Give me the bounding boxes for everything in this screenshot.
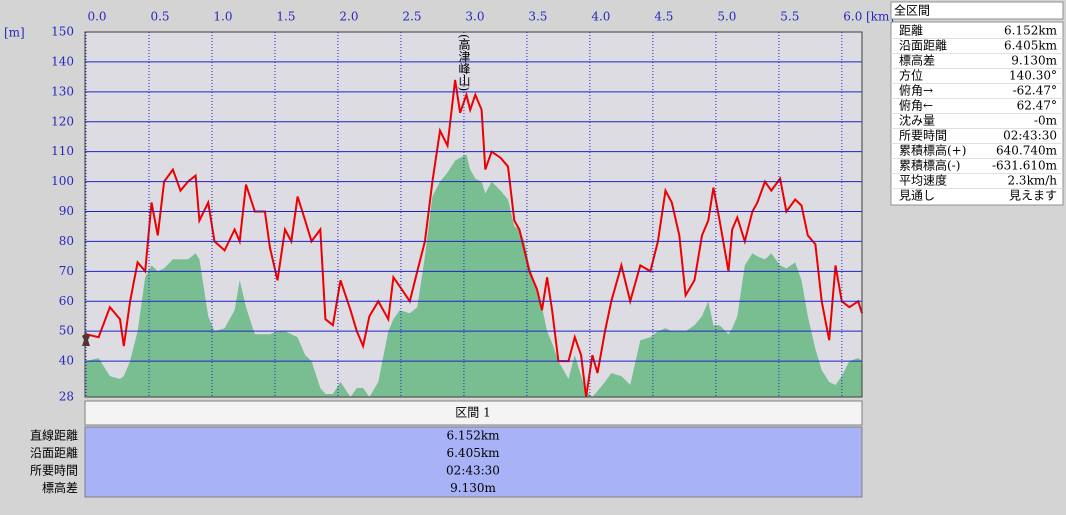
panel-row-value: 見えます	[1009, 189, 1057, 203]
x-tick-label: 5.5	[780, 10, 799, 24]
section-title: 区間 1	[455, 406, 490, 420]
y-tick-label: 50	[59, 324, 74, 338]
panel-row-label: 沿面距離	[899, 39, 947, 53]
y-tick-label: 120	[51, 114, 74, 128]
panel-row-value: -631.610m	[992, 159, 1058, 173]
panel-row-value: 140.30°	[1009, 69, 1057, 83]
section-row-value: 6.405km	[446, 446, 500, 460]
section-row-label: 標高差	[42, 480, 78, 495]
panel-row-value: 62.47°	[1017, 99, 1057, 113]
y-tick-label: 150	[51, 25, 74, 39]
y-tick-label: 90	[59, 204, 74, 218]
x-unit: [km]	[866, 10, 894, 24]
panel-row-label: 距離	[899, 24, 923, 38]
x-tick-label: 4.0	[591, 10, 610, 24]
panel-row-label: 俯角←	[899, 98, 933, 113]
panel-header	[890, 1, 1064, 20]
section-row-value: 9.130m	[450, 481, 496, 495]
x-tick-label: 0.0	[87, 10, 106, 24]
terrain-area	[86, 154, 862, 397]
peak-annotation: (高津峰山)	[457, 34, 471, 91]
section-row-value: 02:43:30	[446, 464, 500, 478]
panel-title: 全区間	[894, 3, 930, 18]
y-tick-label: 40	[59, 354, 74, 368]
route-line	[85, 79, 863, 398]
y-unit: [m]	[4, 26, 25, 40]
x-tick-label: 1.5	[276, 10, 295, 24]
panel-row-label: 俯角→	[899, 83, 933, 98]
y-tick-label: 140	[51, 54, 74, 68]
y-tick-label: 130	[51, 84, 74, 98]
panel-row-label: 所要時間	[899, 129, 947, 143]
x-tick-label: 2.0	[339, 10, 358, 24]
section-row-value: 6.152km	[446, 429, 500, 443]
y-tick-label: 28	[59, 390, 74, 404]
panel-row-label: 標高差	[899, 53, 935, 68]
section-table	[84, 426, 863, 498]
panel-row-value: -0m	[1034, 114, 1058, 128]
start-marker	[82, 333, 90, 346]
panel-row-value: -62.47°	[1013, 84, 1057, 98]
panel-row-value: 9.130m	[1011, 54, 1057, 68]
section-row-label: 所要時間	[30, 464, 78, 478]
y-tick-label: 100	[51, 174, 74, 188]
x-tick-label: 1.0	[213, 10, 232, 24]
panel-row-value: 02:43:30	[1003, 129, 1057, 143]
plot-frame	[84, 31, 863, 398]
panel-row-label: 方位	[899, 68, 923, 83]
x-tick-label: 0.5	[150, 10, 169, 24]
y-tick-label: 80	[59, 234, 74, 248]
panel-row-value: 640.740m	[996, 144, 1058, 158]
panel-row-value: 6.405km	[1004, 39, 1058, 53]
panel-row-label: 平均速度	[899, 173, 947, 188]
section-row-label: 直線距離	[30, 428, 78, 443]
y-tick-label: 60	[59, 294, 74, 308]
x-tick-label: 3.5	[528, 10, 547, 24]
x-tick-label: 2.5	[402, 10, 421, 24]
panel-row-label: 累積標高(-)	[899, 158, 960, 173]
section-row-label: 沿面距離	[30, 446, 78, 460]
section-header	[84, 400, 863, 426]
panel-row-label: 沈み量	[899, 113, 935, 128]
x-tick-label: 5.0	[717, 10, 736, 24]
panel-row-value: 2.3km/h	[1007, 174, 1057, 188]
x-tick-label: 4.5	[654, 10, 673, 24]
y-tick-label: 110	[51, 144, 74, 158]
x-tick-label: 3.0	[465, 10, 484, 24]
x-tick-label: 6.0	[843, 10, 862, 24]
y-tick-label: 70	[59, 264, 74, 278]
panel-row-value: 6.152km	[1004, 24, 1058, 38]
panel-row-label: 累積標高(+)	[899, 143, 966, 158]
panel-row-label: 見通し	[899, 189, 935, 203]
